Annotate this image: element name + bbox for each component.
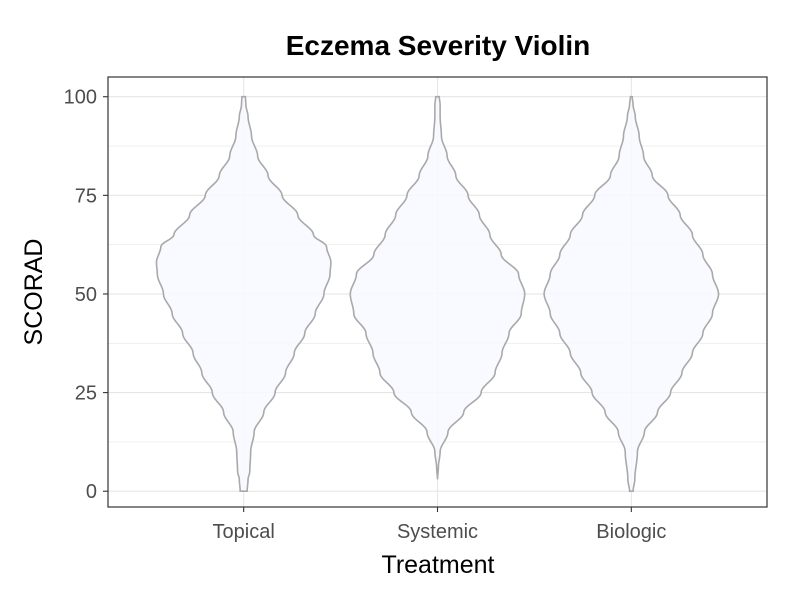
y-tick-label: 25 <box>75 383 97 405</box>
violin-systemic <box>349 95 526 480</box>
y-axis: 0 25 50 75 100 <box>64 87 108 503</box>
y-tick-label: 100 <box>64 87 97 109</box>
violin-biologic <box>543 95 720 493</box>
y-tick-label: 0 <box>86 481 97 503</box>
violin-topical <box>155 95 332 493</box>
x-axis-title: Treatment <box>381 551 494 579</box>
y-tick-label: 75 <box>75 185 97 207</box>
x-tick-label: Biologic <box>596 521 666 543</box>
y-axis-title: SCORAD <box>20 239 48 346</box>
x-tick-label: Topical <box>213 521 275 543</box>
chart-title: Eczema Severity Violin <box>286 30 591 61</box>
x-axis: Topical Systemic Biologic <box>213 507 666 543</box>
violins <box>155 95 720 493</box>
x-tick-label: Systemic <box>397 521 478 543</box>
y-tick-label: 50 <box>75 284 97 306</box>
